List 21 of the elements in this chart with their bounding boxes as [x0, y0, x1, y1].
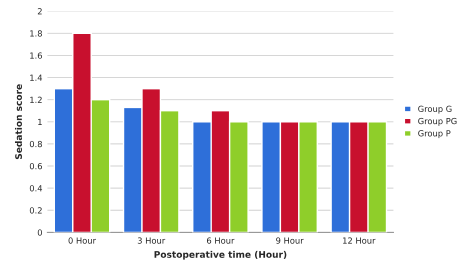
y-tick-label: 0.8	[30, 140, 42, 148]
y-tick-label: 0.6	[30, 163, 42, 170]
y-tick-label: 1.2	[30, 96, 42, 103]
legend-label: Group G	[418, 106, 452, 114]
x-tick-label: 3 Hour	[138, 237, 166, 244]
y-tick-label: 0.2	[30, 207, 42, 214]
x-tick-label: 9 Hour	[276, 237, 304, 244]
y-axis-title: Sedation score	[14, 84, 22, 160]
y-tick-label: 0.4	[30, 185, 42, 192]
y-tick-label: 1.4	[30, 74, 42, 81]
y-tick-label: 1	[38, 118, 42, 125]
legend-label: Group PG	[418, 118, 457, 126]
y-tick-label: 1.8	[30, 30, 42, 37]
y-tick-label: 2	[38, 8, 42, 14]
x-axis-title: Postoperative time (Hour)	[154, 250, 286, 260]
legend-label: Group P	[418, 130, 450, 138]
x-tick-label: 12 Hour	[343, 237, 376, 244]
x-tick-label: 0 Hour	[68, 237, 96, 244]
x-tick-label: 6 Hour	[206, 237, 234, 244]
y-tick-label: 1.6	[30, 52, 42, 59]
y-tick-label: 0	[38, 229, 42, 236]
